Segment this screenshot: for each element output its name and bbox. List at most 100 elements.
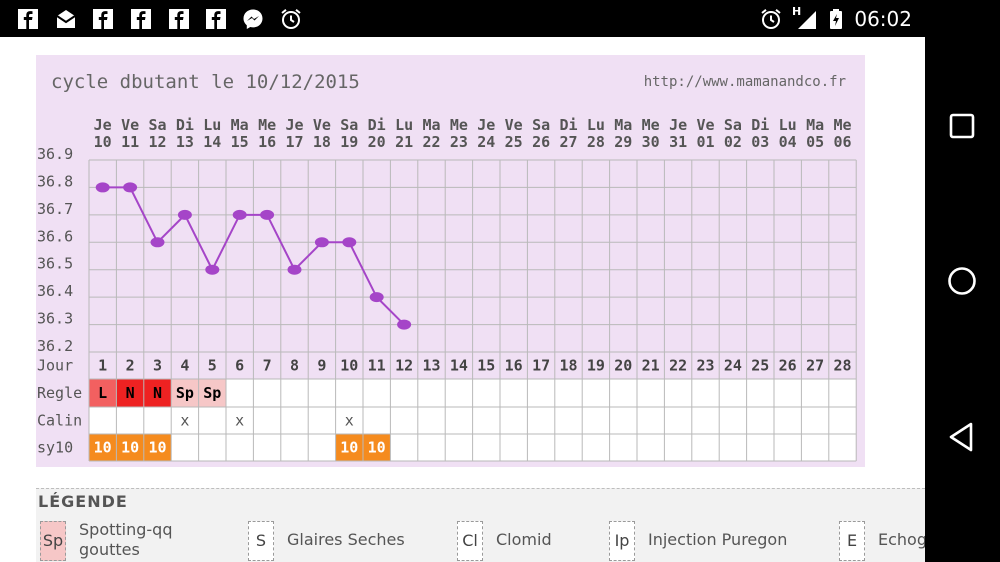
y-tick-label: 36.8 (37, 172, 73, 190)
web-content: cycle dbutant le 10/12/2015 http://www.m… (0, 37, 925, 562)
day-abbr-label: Me (258, 116, 276, 134)
temperature-point[interactable] (205, 264, 220, 275)
y-tick-label: 36.7 (37, 200, 73, 218)
signal-icon (798, 11, 816, 29)
row-label: sy10 (37, 439, 73, 457)
row-label: Regle (37, 384, 82, 402)
regle-cell-fill (116, 379, 144, 407)
day-abbr-label: Sa (724, 116, 742, 134)
temperature-point[interactable] (260, 209, 275, 220)
home-button[interactable] (944, 263, 980, 299)
regle-cell-fill (198, 379, 226, 407)
calin-cell: x (345, 412, 354, 430)
messenger-icon (243, 9, 263, 29)
temperature-point[interactable] (287, 264, 302, 275)
regle-cell: N (126, 384, 135, 402)
inbox-icon (56, 10, 76, 28)
temperature-point[interactable] (342, 237, 357, 248)
day-abbr-label: Ma (614, 116, 632, 134)
jour-cell: 27 (806, 357, 824, 375)
legend-code: E (839, 521, 865, 561)
status-bar: H 06:02 (0, 0, 1000, 37)
day-number-label: 15 (231, 133, 249, 151)
day-abbr-label: Sa (148, 116, 166, 134)
battery-icon (830, 9, 842, 29)
jour-cell: 22 (669, 357, 687, 375)
temperature-point[interactable] (369, 292, 384, 303)
legend-label: Spotting-qq gouttes (79, 520, 172, 560)
day-number-label: 28 (587, 133, 605, 151)
day-abbr-label: Ma (231, 116, 249, 134)
day-number-label: 31 (669, 133, 687, 151)
day-abbr-label: Ma (806, 116, 824, 134)
clock: 06:02 (854, 7, 912, 31)
legend-code: Sp (40, 521, 66, 561)
chart-title: cycle dbutant le 10/12/2015 (51, 71, 360, 93)
day-abbr-label: Di (751, 116, 769, 134)
day-number-label: 02 (724, 133, 742, 151)
legend-label: Clomid (496, 530, 552, 549)
recent-apps-button[interactable] (944, 108, 980, 144)
jour-cell: 8 (290, 357, 299, 375)
legend-item-echographie: E Echog (839, 521, 925, 561)
day-abbr-label: Lu (779, 116, 797, 134)
regle-cell-fill (89, 379, 117, 407)
legend-item-clomid: Cl Clomid (457, 521, 587, 561)
legend-code: S (248, 521, 274, 561)
day-abbr-label: Lu (203, 116, 221, 134)
sy10-cell-fill (335, 434, 363, 461)
jour-cell: 10 (340, 357, 358, 375)
sy10-cell: 10 (368, 439, 386, 457)
temperature-point[interactable] (397, 319, 412, 330)
jour-cell: 15 (477, 357, 495, 375)
legend-label: Glaires Seches (287, 530, 405, 549)
day-number-label: 11 (121, 133, 139, 151)
day-abbr-label: Ve (696, 116, 714, 134)
day-number-label: 25 (505, 133, 523, 151)
day-number-label: 03 (751, 133, 769, 151)
day-number-label: 12 (148, 133, 166, 151)
calin-cell: x (235, 412, 244, 430)
day-number-label: 22 (422, 133, 440, 151)
back-button[interactable] (944, 419, 980, 455)
legend-item-puregon: Ip Injection Puregon (609, 521, 819, 561)
day-abbr-label: Je (94, 116, 112, 134)
legend-label-line2: gouttes (79, 540, 140, 559)
temperature-point[interactable] (123, 182, 138, 193)
temperature-point[interactable] (177, 209, 192, 220)
temperature-point[interactable] (314, 237, 329, 248)
regle-cell-fill (143, 379, 172, 407)
temperature-point[interactable] (95, 182, 110, 193)
facebook-icon (206, 9, 226, 29)
jour-cell: 20 (614, 357, 632, 375)
day-number-label: 23 (450, 133, 468, 151)
temperature-point[interactable] (232, 209, 247, 220)
day-number-label: 26 (532, 133, 550, 151)
jour-cell: 6 (235, 357, 244, 375)
temperature-point[interactable] (150, 237, 165, 248)
day-abbr-label: Je (669, 116, 687, 134)
jour-cell: 23 (696, 357, 714, 375)
day-number-label: 24 (477, 133, 495, 151)
sy10-cell-fill (143, 434, 172, 461)
day-abbr-label: Me (642, 116, 660, 134)
day-abbr-label: Ve (505, 116, 523, 134)
y-tick-label: 36.9 (37, 145, 73, 163)
facebook-icon (131, 9, 151, 29)
jour-cell: 21 (642, 357, 660, 375)
jour-cell: 28 (833, 357, 851, 375)
day-number-label: 19 (340, 133, 358, 151)
y-tick-label: 36.2 (37, 337, 73, 355)
regle-cell: Sp (176, 384, 194, 402)
sy10-cell: 10 (340, 439, 358, 457)
day-abbr-label: Di (368, 116, 386, 134)
sy10-cell-fill (116, 434, 144, 461)
day-abbr-label: Sa (340, 116, 358, 134)
jour-cell: 5 (208, 357, 217, 375)
facebook-icon (169, 9, 189, 29)
jour-cell: 16 (505, 357, 523, 375)
day-abbr-label: Ve (313, 116, 331, 134)
legend-label: Injection Puregon (648, 530, 788, 549)
jour-cell: 9 (317, 357, 326, 375)
regle-cell: Sp (203, 384, 221, 402)
